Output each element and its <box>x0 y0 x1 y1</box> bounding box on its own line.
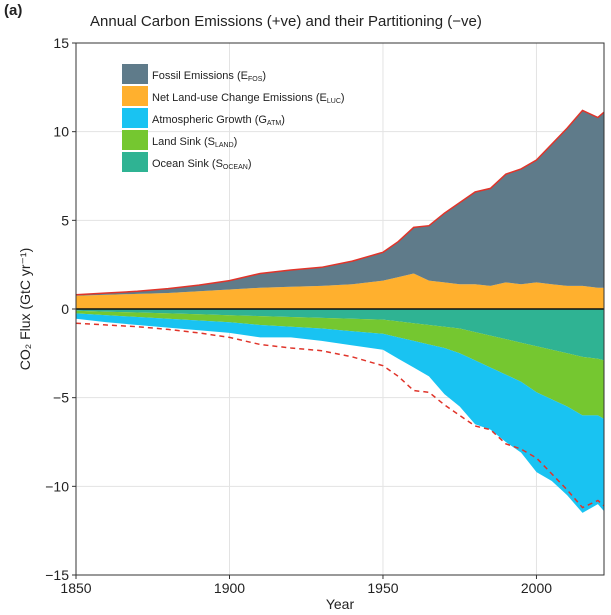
y-tick-label: 0 <box>61 301 69 317</box>
legend-swatch <box>122 130 148 150</box>
x-tick-label: 1950 <box>367 580 398 596</box>
x-axis-ticks: 1850 1900 1950 2000 <box>60 575 552 596</box>
y-tick-label: −15 <box>45 567 69 583</box>
area-luc <box>76 273 604 309</box>
total-outlines <box>75 109 605 509</box>
area-atm <box>76 313 604 513</box>
x-tick-label: 1900 <box>214 580 245 596</box>
legend-label: Net Land-use Change Emissions (ELUC) <box>152 92 345 105</box>
x-tick-label: 1850 <box>60 580 91 596</box>
x-tick-label: 2000 <box>521 580 552 596</box>
y-tick-label: −10 <box>45 478 69 494</box>
legend-swatch <box>122 86 148 106</box>
x-axis-label: Year <box>326 596 355 612</box>
area-series <box>76 110 604 513</box>
total-emissions-line <box>75 109 605 296</box>
area-fos <box>76 110 604 296</box>
legend-swatch <box>122 64 148 84</box>
area-ocean <box>76 309 604 361</box>
y-tick-label: −5 <box>53 390 69 406</box>
y-tick-label: 5 <box>61 212 69 228</box>
y-axis-label: CO₂ Flux (GtC yr⁻¹) <box>17 248 33 370</box>
total-sink-line <box>75 322 605 509</box>
y-tick-label: 15 <box>53 35 69 51</box>
legend-label: Fossil Emissions (EFOS) <box>152 70 266 83</box>
chart-title: Annual Carbon Emissions (+ve) and their … <box>90 13 482 30</box>
legend-swatch <box>122 108 148 128</box>
legend-label: Atmospheric Growth (GATM) <box>152 114 285 127</box>
panel-label: (a) <box>4 2 23 19</box>
y-tick-label: 10 <box>53 124 69 140</box>
legend-swatch <box>122 152 148 172</box>
area-land <box>76 310 604 419</box>
y-axis-ticks: −15 −10 −5 0 5 10 15 <box>45 35 76 583</box>
